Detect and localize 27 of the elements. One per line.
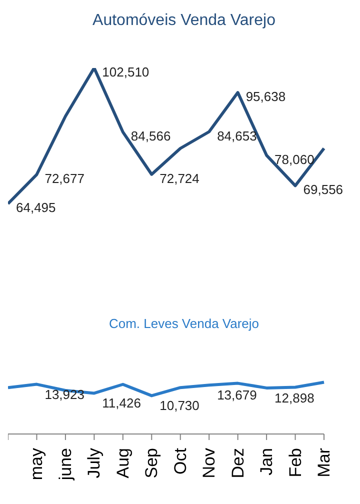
x-tick-label: Jan [257,448,276,476]
text: Com. Leves Venda Varejo [108,316,260,332]
x-tick-label: Dez [228,448,248,478]
data-label: 12,898 [274,390,314,406]
data-label: 64,495 [16,200,56,216]
x-tick-label: Sep [142,448,162,478]
x-tick-label: July [84,448,104,478]
data-label: 69,556 [303,182,344,198]
data-label: 10,730 [160,398,200,414]
x-tick-label: june [56,448,75,482]
data-label: 95,638 [246,89,286,104]
data-label: 13,923 [44,386,84,402]
data-label: 13,679 [217,388,257,403]
x-tick-label: Feb [286,448,305,478]
text: Automóveis Venda Varejo [92,12,276,30]
data-label: 72,724 [160,170,200,186]
x-tick-label: Aug [113,448,132,478]
x-tick-label: Oct [170,448,190,474]
data-label: 78,060 [274,152,314,167]
data-label: 11,426 [102,396,141,411]
data-label: 84,566 [130,128,171,144]
data-label: 72,677 [44,171,84,186]
data-label: 102,510 [102,64,150,80]
data-label: 84,653 [217,128,257,144]
x-tick-label: Nov [200,448,219,478]
x-tick-label: Mar [314,448,334,478]
x-tick-label: may [27,448,46,480]
